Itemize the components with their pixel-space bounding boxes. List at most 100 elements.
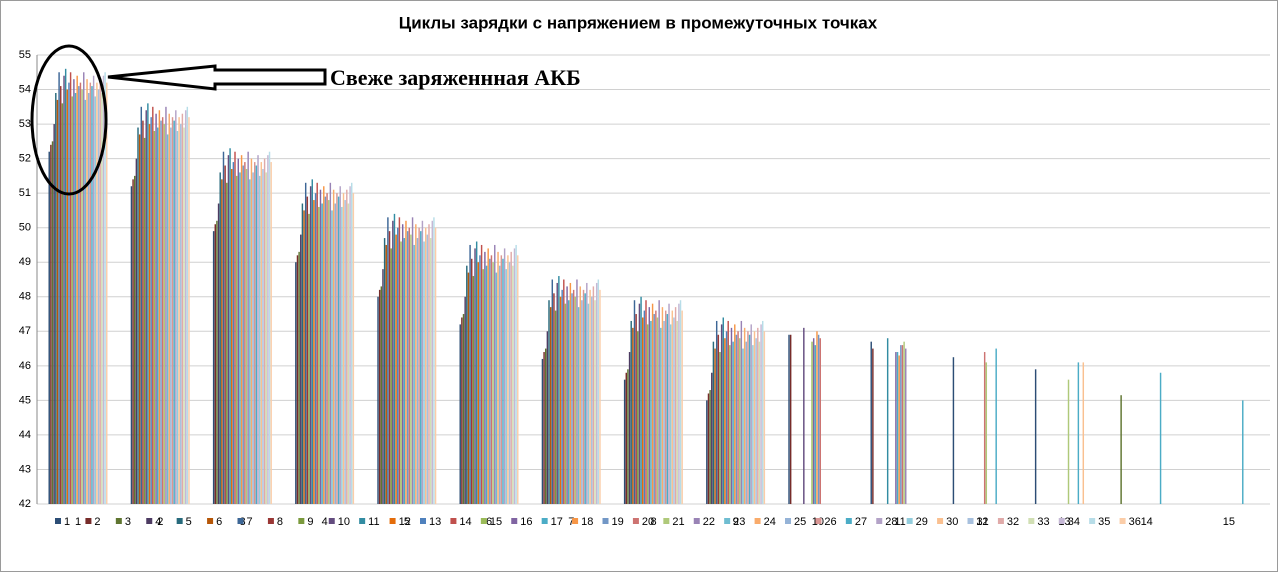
bar	[461, 317, 463, 504]
bar	[48, 151, 50, 504]
legend-swatch	[572, 518, 579, 524]
bar	[475, 241, 478, 504]
bar	[304, 182, 307, 505]
bar	[311, 179, 313, 505]
bar	[326, 193, 328, 504]
bar	[415, 224, 417, 504]
bar	[581, 300, 583, 504]
bar	[392, 220, 394, 505]
bar	[898, 355, 900, 504]
bar	[170, 127, 172, 505]
bar	[334, 203, 337, 504]
bar	[329, 182, 332, 505]
bar	[554, 310, 557, 504]
bar	[485, 265, 488, 504]
bar	[655, 310, 657, 504]
bar	[331, 210, 333, 504]
bar	[216, 220, 218, 505]
bar	[559, 296, 562, 504]
bar	[666, 314, 669, 504]
legend-label: 18	[581, 516, 593, 528]
bar	[758, 341, 761, 504]
bar	[738, 338, 741, 504]
legend-label: 13	[429, 516, 441, 528]
bar	[140, 106, 143, 505]
bar	[71, 96, 73, 504]
x-tick-label: 1	[75, 516, 81, 528]
bar	[714, 348, 716, 504]
bar	[571, 293, 573, 504]
bar	[130, 186, 133, 504]
bar	[184, 110, 187, 504]
bar	[469, 244, 471, 504]
bar	[650, 320, 652, 504]
bar	[722, 317, 724, 504]
bar	[232, 162, 235, 505]
bar	[658, 300, 660, 504]
bar	[314, 193, 317, 504]
bar	[255, 165, 258, 504]
bar	[752, 345, 754, 504]
legend-label: 4	[155, 516, 161, 528]
bar	[104, 72, 106, 505]
bar	[250, 158, 253, 504]
bar	[760, 324, 762, 504]
bar	[316, 182, 318, 505]
bar	[592, 286, 595, 504]
y-tick-label: 53	[19, 118, 31, 130]
bar	[382, 269, 384, 504]
legend-swatch	[1058, 518, 1065, 524]
bar	[500, 255, 503, 504]
bar	[133, 175, 136, 504]
legend-swatch	[906, 518, 913, 524]
bar	[212, 231, 215, 504]
bar	[155, 113, 157, 504]
legend-label: 36	[1129, 516, 1141, 528]
bar	[757, 327, 759, 504]
bar	[86, 79, 88, 504]
bar	[267, 155, 269, 504]
legend-swatch	[146, 518, 153, 524]
bar	[656, 317, 659, 504]
legend-swatch	[420, 518, 426, 524]
bar	[58, 72, 60, 505]
bar	[349, 186, 351, 504]
bar	[1120, 395, 1122, 504]
bar	[651, 303, 654, 504]
bar	[678, 303, 680, 504]
bar	[83, 72, 85, 505]
bar	[648, 307, 651, 504]
bar	[265, 172, 267, 504]
bar	[403, 238, 406, 505]
bar	[517, 255, 519, 504]
bar	[342, 193, 345, 504]
bar	[153, 130, 156, 504]
bar	[1159, 372, 1162, 504]
legend-label: 15	[490, 516, 502, 528]
bar	[258, 175, 261, 504]
bar	[168, 113, 170, 504]
bar	[627, 369, 629, 504]
bar	[433, 217, 435, 505]
bar	[84, 99, 87, 505]
legend-swatch	[55, 518, 61, 524]
legend-label: 7	[247, 516, 253, 528]
legend-swatch	[541, 518, 548, 524]
y-tick-label: 46	[19, 360, 31, 372]
bar	[97, 89, 100, 505]
legend-label: 2	[94, 516, 100, 528]
legend-label: 20	[642, 516, 654, 528]
bar	[641, 317, 644, 504]
legend-swatch	[937, 518, 944, 524]
bar	[712, 341, 715, 504]
legend-label: 12	[399, 516, 411, 528]
bar	[549, 307, 552, 504]
bar	[477, 262, 480, 504]
bar	[812, 338, 815, 504]
x-tick-label: 6	[486, 516, 492, 528]
bar	[135, 158, 138, 504]
legend-label: 31	[977, 516, 989, 528]
bar	[742, 348, 744, 504]
bar	[544, 348, 547, 504]
